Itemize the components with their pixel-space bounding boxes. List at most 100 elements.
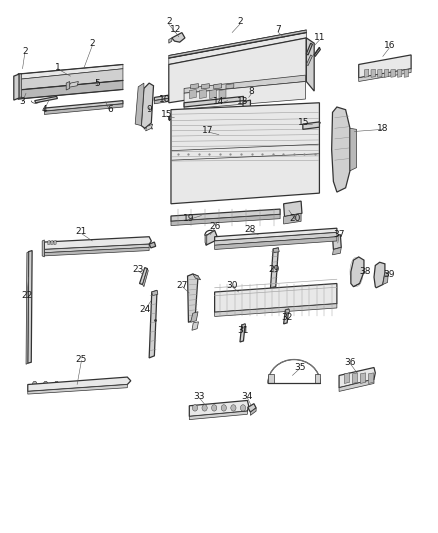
Text: 2: 2 — [237, 18, 243, 27]
Polygon shape — [171, 103, 319, 204]
Text: 12: 12 — [170, 26, 181, 35]
Polygon shape — [286, 309, 290, 313]
Polygon shape — [68, 82, 78, 87]
Text: 16: 16 — [384, 42, 395, 51]
Text: 27: 27 — [176, 280, 187, 289]
Polygon shape — [350, 128, 357, 171]
Polygon shape — [171, 209, 280, 221]
Polygon shape — [215, 232, 337, 245]
Polygon shape — [243, 108, 251, 117]
Polygon shape — [315, 374, 320, 383]
Polygon shape — [28, 251, 32, 364]
Polygon shape — [242, 324, 246, 328]
Polygon shape — [184, 96, 244, 107]
Polygon shape — [339, 368, 375, 387]
Polygon shape — [18, 69, 123, 90]
Text: 15: 15 — [298, 118, 310, 127]
Polygon shape — [378, 69, 382, 77]
Polygon shape — [332, 235, 341, 249]
Polygon shape — [66, 82, 70, 90]
Polygon shape — [219, 90, 226, 99]
Ellipse shape — [98, 381, 102, 387]
Polygon shape — [191, 84, 198, 89]
Text: 8: 8 — [249, 86, 254, 95]
Text: 3: 3 — [20, 97, 25, 106]
Polygon shape — [135, 83, 144, 126]
Text: 2: 2 — [22, 47, 28, 55]
Polygon shape — [215, 284, 337, 312]
Ellipse shape — [221, 405, 226, 411]
Polygon shape — [205, 235, 207, 245]
Ellipse shape — [231, 405, 236, 411]
Polygon shape — [201, 84, 209, 89]
Polygon shape — [28, 384, 127, 394]
Polygon shape — [248, 403, 256, 412]
Polygon shape — [209, 90, 216, 99]
Polygon shape — [271, 248, 279, 288]
Polygon shape — [371, 69, 375, 77]
Polygon shape — [332, 247, 341, 255]
Polygon shape — [306, 43, 312, 55]
Polygon shape — [169, 38, 306, 103]
Polygon shape — [184, 82, 305, 109]
Ellipse shape — [109, 381, 113, 387]
Text: 14: 14 — [213, 97, 225, 106]
Polygon shape — [44, 244, 149, 253]
Polygon shape — [404, 69, 409, 77]
Text: 9: 9 — [146, 105, 152, 114]
Text: 2: 2 — [166, 18, 172, 27]
Text: 1: 1 — [55, 63, 60, 71]
Polygon shape — [140, 268, 148, 285]
Polygon shape — [187, 274, 198, 322]
Polygon shape — [384, 69, 389, 77]
Ellipse shape — [120, 381, 124, 387]
Polygon shape — [172, 33, 185, 42]
Polygon shape — [51, 240, 53, 245]
Polygon shape — [54, 240, 56, 245]
Polygon shape — [351, 257, 364, 287]
Text: 11: 11 — [314, 34, 325, 43]
Text: 33: 33 — [194, 392, 205, 401]
Polygon shape — [26, 252, 28, 365]
Text: 10: 10 — [159, 94, 170, 103]
Polygon shape — [391, 69, 395, 77]
Polygon shape — [306, 38, 314, 91]
Polygon shape — [184, 75, 305, 93]
Polygon shape — [169, 30, 306, 58]
Text: 32: 32 — [281, 312, 292, 321]
Polygon shape — [189, 400, 249, 416]
Polygon shape — [189, 90, 196, 99]
Polygon shape — [240, 324, 245, 342]
Polygon shape — [360, 373, 366, 383]
Text: 19: 19 — [183, 214, 194, 223]
Text: 4: 4 — [42, 105, 47, 114]
Polygon shape — [149, 242, 155, 248]
Ellipse shape — [192, 405, 198, 411]
Text: 26: 26 — [209, 222, 220, 231]
Polygon shape — [344, 373, 350, 383]
Text: 17: 17 — [202, 126, 214, 135]
Polygon shape — [243, 100, 251, 110]
Text: 29: 29 — [268, 265, 279, 273]
Polygon shape — [141, 83, 153, 128]
Ellipse shape — [240, 405, 246, 411]
Polygon shape — [206, 230, 217, 245]
Polygon shape — [18, 80, 123, 99]
Polygon shape — [169, 33, 306, 64]
Polygon shape — [374, 262, 385, 288]
Text: 13: 13 — [237, 97, 249, 106]
Ellipse shape — [65, 381, 70, 387]
Ellipse shape — [43, 381, 48, 387]
Polygon shape — [169, 38, 172, 43]
Polygon shape — [368, 373, 374, 383]
Polygon shape — [14, 74, 19, 100]
Polygon shape — [352, 373, 357, 383]
Text: 22: 22 — [21, 291, 32, 300]
Polygon shape — [192, 322, 198, 330]
Polygon shape — [332, 107, 350, 192]
Ellipse shape — [32, 381, 37, 387]
Polygon shape — [44, 101, 123, 111]
Polygon shape — [359, 55, 411, 78]
Polygon shape — [149, 290, 157, 358]
Polygon shape — [226, 84, 234, 89]
